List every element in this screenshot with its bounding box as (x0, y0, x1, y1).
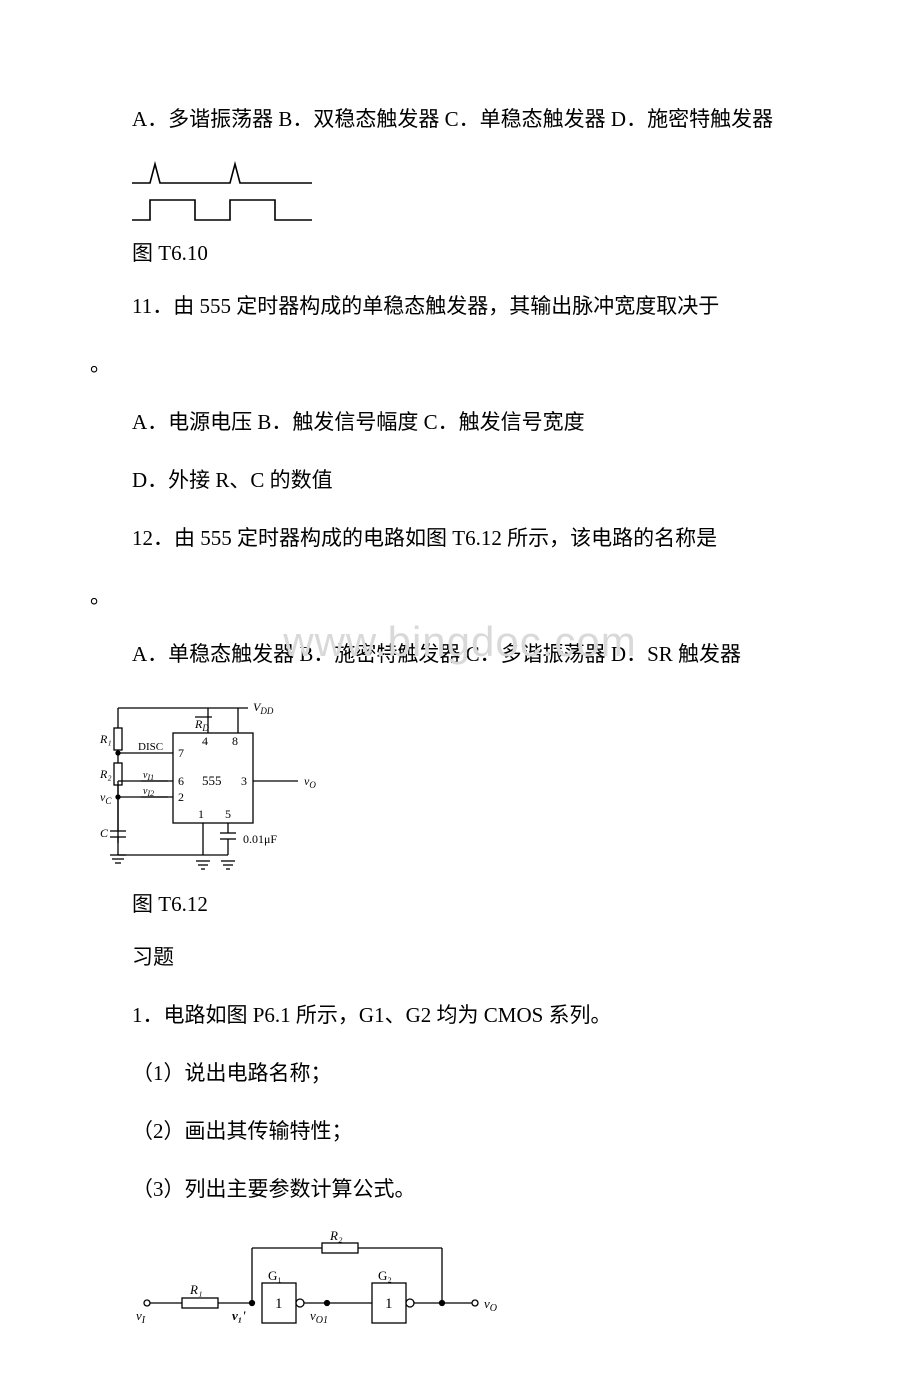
svg-text:8: 8 (232, 734, 238, 748)
svg-text:C: C (100, 826, 109, 840)
figure-t6-10-caption: 图 T6.10 (90, 238, 830, 270)
svg-text:4: 4 (202, 734, 208, 748)
q11-choice-d: D．外接 R、C 的数值 (90, 461, 830, 501)
svg-text:R₂: R₂ (99, 767, 112, 781)
svg-text:1: 1 (385, 1296, 393, 1312)
svg-text:G₁: G₁ (268, 1268, 282, 1283)
q12-trail: 。 (90, 577, 830, 617)
ex1-p2: （2）画出其传输特性； (90, 1112, 830, 1152)
svg-text:7: 7 (178, 746, 184, 760)
svg-text:3: 3 (241, 774, 247, 788)
ex1-stem: 1．电路如图 P6.1 所示，G1、G2 均为 CMOS 系列。 (90, 996, 830, 1036)
svg-text:5: 5 (225, 807, 231, 821)
svg-text:vC: vC (100, 790, 112, 806)
figure-t6-12: VDD RD R₁ DISC R₂ vC vI (98, 693, 830, 883)
block-svg: vI R₁ v₁' G₁ 1 vO1 R₂ (132, 1228, 512, 1338)
svg-text:vI: vI (136, 1308, 146, 1326)
q11-trail: 。 (90, 345, 830, 385)
svg-text:G₂: G₂ (378, 1268, 392, 1283)
svg-text:2: 2 (178, 790, 184, 804)
svg-text:vO1: vO1 (310, 1308, 328, 1326)
svg-text:R₁: R₁ (189, 1282, 202, 1297)
svg-text:R₁: R₁ (99, 732, 112, 746)
svg-text:R₂: R₂ (329, 1228, 343, 1243)
figure-t6-12-caption: 图 T6.12 (90, 889, 830, 921)
q11-stem: 11．由 555 定时器构成的单稳态触发器，其输出脉冲宽度取决于 (90, 287, 830, 327)
svg-text:0.01μF: 0.01μF (243, 832, 277, 846)
svg-text:vO: vO (484, 1296, 497, 1314)
ex1-p3: （3）列出主要参数计算公式。 (90, 1170, 830, 1210)
svg-text:1: 1 (275, 1296, 283, 1312)
q10-choices: A．多谐振荡器 B．双稳态触发器 C．单稳态触发器 D．施密特触发器 (90, 100, 830, 140)
exercises-heading: 习题 (90, 938, 830, 978)
q12-stem: 12．由 555 定时器构成的电路如图 T6.12 所示，该电路的名称是 (90, 519, 830, 559)
svg-text:1: 1 (198, 807, 204, 821)
waveform-svg (132, 158, 312, 228)
figure-p6-1: vI R₁ v₁' G₁ 1 vO1 R₂ (132, 1228, 830, 1338)
svg-text:VDD: VDD (253, 700, 274, 716)
svg-text:vI2: vI2 (143, 786, 154, 798)
q12-choices: A．单稳态触发器 B．施密特触发器 C．多谐振荡器 D．SR 触发器 (90, 635, 830, 675)
ex1-p1: （1）说出电路名称； (90, 1054, 830, 1094)
svg-text:555: 555 (202, 773, 222, 788)
figure-t6-10 (132, 158, 830, 228)
svg-text:vI1: vI1 (143, 770, 154, 782)
svg-text:DISC: DISC (138, 741, 163, 753)
svg-text:6: 6 (178, 774, 184, 788)
svg-text:vO: vO (304, 774, 316, 790)
circuit-svg: VDD RD R₁ DISC R₂ vC vI (98, 693, 358, 883)
svg-text:v₁': v₁' (232, 1308, 246, 1323)
svg-text:RD: RD (194, 717, 209, 733)
q11-choices-abc: A．电源电压 B．触发信号幅度 C．触发信号宽度 (90, 403, 830, 443)
